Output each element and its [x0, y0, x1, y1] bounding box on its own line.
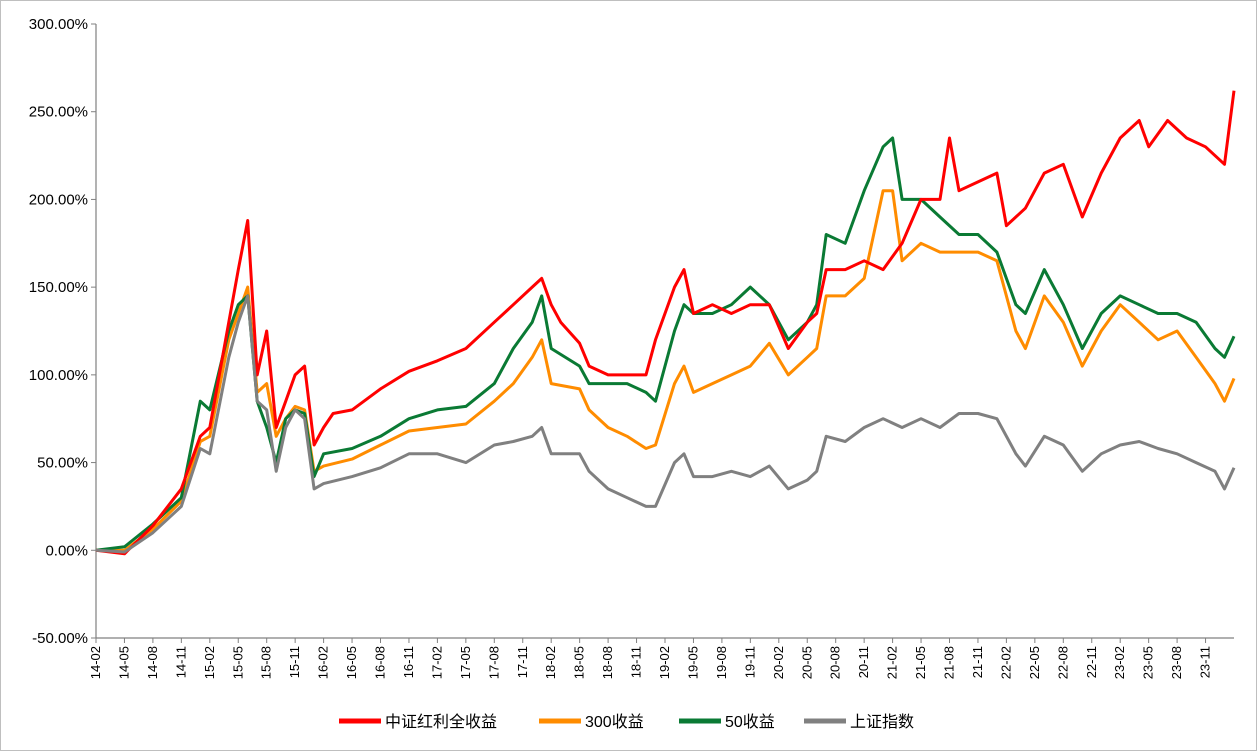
x-tick-label: 16-08: [373, 646, 388, 679]
x-tick-label: 17-08: [486, 646, 501, 679]
x-tick-label: 15-02: [202, 646, 217, 679]
x-tick-label: 23-08: [1169, 646, 1184, 679]
legend-label-0: 中证红利全收益: [385, 713, 497, 731]
x-tick-label: 18-02: [543, 646, 558, 679]
legend-label-2: 50收益: [725, 713, 775, 731]
series-line-3: [95, 294, 1236, 554]
series-line-2: [95, 136, 1236, 552]
x-tick-label: 22-08: [1055, 646, 1070, 679]
y-tick-label: 100.00%: [29, 367, 88, 384]
x-tick-label: 21-05: [913, 646, 928, 679]
x-tick-label: 16-02: [316, 646, 331, 679]
x-tick-label: 18-05: [572, 646, 587, 679]
x-tick-label: 18-08: [600, 646, 615, 679]
x-tick-label: 15-08: [259, 646, 274, 679]
x-tick-label: 21-08: [942, 646, 957, 679]
x-tick-label: 17-11: [515, 646, 530, 678]
x-tick-label: 14-08: [145, 646, 160, 679]
x-tick-label: 23-02: [1112, 646, 1127, 679]
x-tick-label: 22-02: [998, 646, 1013, 679]
x-tick-label: 16-05: [344, 646, 359, 679]
series-line-1: [96, 189, 1236, 552]
x-tick-label: 15-05: [230, 646, 245, 679]
x-tick-label: 19-08: [714, 646, 729, 679]
x-tick-label: 20-02: [771, 646, 786, 679]
series-lines: [95, 90, 1236, 556]
y-axis: 300.00% 250.00% 200.00% 150.00% 100.00% 50.00…: [29, 16, 97, 647]
x-tick-label: 14-11: [173, 646, 188, 678]
y-tick-label: 300.00%: [29, 16, 88, 33]
x-tick-label: 16-11: [401, 646, 416, 678]
y-tick-label: -50.00%: [32, 630, 88, 647]
x-tick-label: 17-05: [458, 646, 473, 679]
series-line-0: [95, 90, 1236, 556]
x-tick-label: 19-11: [742, 646, 757, 678]
x-tick-label: 19-05: [685, 646, 700, 679]
x-tick-label: 21-11: [970, 646, 985, 678]
x-tick-label: 18-11: [629, 646, 644, 678]
x-tick-label: 20-08: [828, 646, 843, 679]
x-tick-label: 20-11: [856, 646, 871, 678]
x-tick-label: 23-11: [1198, 646, 1213, 678]
legend-label-3: 上证指数: [850, 713, 914, 731]
x-tick-label: 15-11: [287, 646, 302, 678]
x-tick-label: 14-02: [88, 646, 103, 679]
x-tick-label: 22-05: [1027, 646, 1042, 679]
y-tick-label: 150.00%: [29, 279, 88, 296]
x-tick-label: 23-05: [1141, 646, 1156, 679]
x-tick-label: 21-02: [885, 646, 900, 679]
y-tick-label: 200.00%: [29, 191, 88, 208]
y-tick-label: 250.00%: [29, 104, 88, 121]
legend: 中证红利全收益 300收益 50收益 上证指数: [339, 713, 914, 731]
legend-label-1: 300收益: [585, 713, 644, 731]
y-tick-label: 0.00%: [45, 542, 88, 559]
y-tick-label: 50.00%: [37, 455, 88, 472]
x-tick-label: 14-05: [116, 646, 131, 679]
x-tick-label: 20-05: [799, 646, 814, 679]
x-tick-label: 17-02: [429, 646, 444, 679]
x-tick-label: 19-02: [657, 646, 672, 679]
x-axis: 14-02 14-05 14-08 14-11 15-02 15-05 15-08 15-11…: [88, 637, 1234, 679]
x-tick-label: 22-11: [1084, 646, 1099, 678]
